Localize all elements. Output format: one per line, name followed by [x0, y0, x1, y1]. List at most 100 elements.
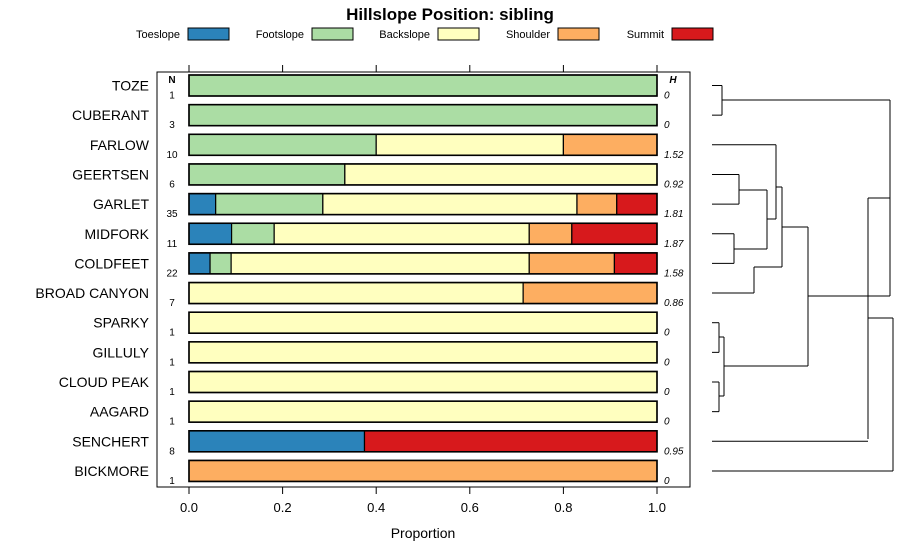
bar-row-gilluly: GILLULY 1 0 [92, 341, 670, 368]
bar-outline-cuberant [188, 103, 658, 127]
h-value-bickmore: 0 [664, 476, 670, 487]
legend-swatch-toeslope [187, 27, 230, 41]
x-tick-label-1: 0.2 [274, 500, 292, 515]
bar-outline-farlow [188, 133, 658, 157]
chart-title: Hillslope Position: sibling [346, 5, 554, 24]
bar-segment-midfork-shoulder [528, 222, 573, 245]
bar-row-aagard: AAGARD 1 0 [90, 400, 670, 428]
bar-segment-broad-canyon-backslope [188, 281, 524, 305]
bar-segment-garlet-toeslope [188, 193, 217, 216]
bar-row-garlet: GARLET 35 1.81 [93, 192, 683, 220]
n-value-broad-canyon: 7 [169, 298, 175, 309]
bar-segment-senchert-summit [363, 430, 658, 453]
bar-row-farlow: FARLOW 10 1.52 [90, 133, 684, 161]
n-value-coldfeet: 22 [166, 268, 178, 279]
x-tick-label-2: 0.4 [367, 500, 385, 515]
bar-outline-midfork [188, 222, 658, 246]
legend: Toeslope Footslope Backslope Shoulder Summit [136, 27, 714, 41]
bar-row-senchert: SENCHERT 8 0.95 [72, 429, 684, 457]
bar-segment-cloud-peak-backslope [188, 370, 658, 394]
legend-label-toeslope: Toeslope [136, 29, 180, 41]
row-label-gilluly: GILLULY [92, 344, 149, 360]
bar-segment-broad-canyon-shoulder [522, 281, 658, 305]
bar-segment-coldfeet-shoulder [528, 252, 616, 275]
bar-outline-senchert [188, 429, 658, 453]
row-label-cuberant: CUBERANT [72, 107, 149, 123]
h-value-garlet: 1.81 [664, 209, 683, 220]
n-value-senchert: 8 [169, 446, 175, 457]
row-label-senchert: SENCHERT [72, 433, 149, 449]
n-value-geertsen: 6 [169, 179, 175, 190]
n-column-header: N [168, 75, 175, 86]
bar-row-cloud-peak: CLOUD PEAK 1 0 [59, 370, 670, 398]
bar-segment-sparky-backslope [188, 311, 658, 334]
bar-outline-bickmore [188, 459, 658, 483]
bar-segment-midfork-backslope [273, 222, 530, 245]
h-value-farlow: 1.52 [664, 150, 684, 161]
bar-segment-toze-footslope [188, 74, 658, 97]
x-tick-label-0: 0.0 [180, 500, 198, 515]
bar-segment-bickmore-shoulder [188, 459, 658, 483]
row-label-midfork: MIDFORK [84, 226, 149, 242]
row-label-farlow: FARLOW [90, 137, 150, 153]
dendrogram [712, 85, 894, 472]
n-value-midfork: 11 [167, 239, 178, 250]
n-value-bickmore: 1 [169, 476, 175, 487]
n-value-farlow: 10 [166, 150, 178, 161]
row-label-bickmore: BICKMORE [74, 463, 149, 479]
bar-segment-garlet-shoulder [576, 193, 618, 216]
bar-outline-garlet [188, 192, 658, 216]
n-value-toze: 1 [169, 91, 175, 102]
h-value-gilluly: 0 [664, 357, 670, 368]
row-label-sparky: SPARKY [93, 315, 149, 331]
bar-row-midfork: MIDFORK 11 1.87 [84, 222, 684, 250]
h-value-broad-canyon: 0.86 [664, 298, 684, 309]
bar-outline-toze [188, 74, 658, 97]
x-tick-label-5: 1.0 [648, 500, 666, 515]
h-value-cloud-peak: 0 [664, 387, 670, 398]
bar-row-coldfeet: COLDFEET 22 1.58 [74, 252, 684, 279]
bar-outline-cloud-peak [188, 370, 658, 394]
n-value-sparky: 1 [169, 328, 175, 339]
bar-segment-coldfeet-summit [613, 252, 658, 275]
bar-outline-aagard [188, 400, 658, 423]
h-value-cuberant: 0 [664, 120, 670, 131]
bar-row-bickmore: BICKMORE 1 0 [74, 459, 670, 487]
bar-row-sparky: SPARKY 1 0 [93, 311, 670, 339]
legend-label-footslope: Footslope [256, 29, 304, 41]
h-value-coldfeet: 1.58 [664, 268, 684, 279]
bar-segment-senchert-toeslope [188, 430, 366, 453]
legend-label-summit: Summit [627, 29, 664, 41]
row-label-garlet: GARLET [93, 196, 149, 212]
row-label-geertsen: GEERTSEN [72, 166, 149, 182]
bar-segment-coldfeet-backslope [230, 252, 530, 275]
bar-segment-midfork-summit [571, 222, 658, 245]
bar-segment-farlow-footslope [188, 133, 377, 156]
row-label-coldfeet: COLDFEET [74, 255, 149, 271]
legend-swatch-shoulder [557, 27, 600, 41]
bar-segment-geertsen-footslope [188, 163, 346, 186]
bar-segment-coldfeet-footslope [209, 252, 232, 275]
n-value-cloud-peak: 1 [169, 387, 175, 398]
bar-outline-broad-canyon [188, 281, 658, 305]
bar-segment-farlow-shoulder [562, 133, 658, 156]
bar-row-toze: TOZE 1 0 [112, 74, 670, 102]
bar-segment-coldfeet-toeslope [188, 252, 211, 275]
row-label-aagard: AAGARD [90, 404, 149, 420]
bar-segment-midfork-toeslope [188, 222, 233, 245]
x-tick-label-4: 0.8 [554, 500, 572, 515]
n-value-aagard: 1 [169, 417, 175, 428]
n-value-garlet: 35 [166, 209, 178, 220]
legend-label-shoulder: Shoulder [506, 29, 550, 41]
bar-segment-aagard-backslope [188, 400, 658, 423]
legend-swatch-summit [671, 27, 714, 41]
bar-segment-garlet-footslope [215, 193, 324, 216]
h-value-aagard: 0 [664, 417, 670, 428]
h-value-toze: 0 [664, 91, 670, 102]
bar-segment-farlow-backslope [375, 133, 565, 156]
n-value-cuberant: 3 [169, 120, 175, 131]
n-value-gilluly: 1 [169, 357, 175, 368]
bar-outline-geertsen [188, 163, 658, 186]
